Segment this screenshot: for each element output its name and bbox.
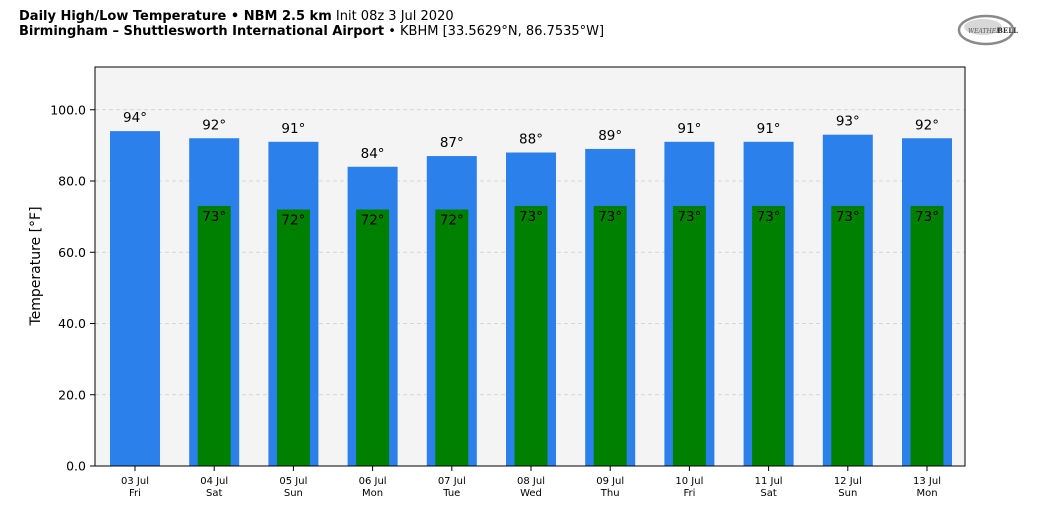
high-value-label: 91° bbox=[281, 121, 305, 137]
title-line-2: Birmingham – Shuttlesworth International… bbox=[19, 24, 604, 39]
low-bar bbox=[831, 205, 865, 466]
title-init-time: Init 08z 3 Jul 2020 bbox=[335, 9, 454, 24]
x-tick-label-day: Fri bbox=[129, 488, 141, 499]
y-tick-label: 20.0 bbox=[58, 387, 86, 402]
y-tick-label: 40.0 bbox=[58, 316, 86, 331]
x-tick-label-day: Sat bbox=[760, 488, 776, 499]
x-tick-label-date: 03 Jul bbox=[121, 476, 149, 487]
low-value-label: 73° bbox=[836, 209, 860, 225]
low-bar bbox=[276, 209, 310, 466]
low-value-label: 73° bbox=[202, 209, 226, 225]
x-tick-label-day: Wed bbox=[520, 488, 542, 499]
high-value-label: 87° bbox=[440, 135, 464, 151]
low-value-label: 73° bbox=[915, 209, 939, 225]
x-tick-label-date: 12 Jul bbox=[834, 476, 862, 487]
high-value-label: 92° bbox=[202, 117, 226, 133]
low-bar bbox=[752, 205, 786, 466]
plot-frame bbox=[94, 66, 966, 467]
x-tick-label-day: Sat bbox=[206, 488, 222, 499]
low-value-label: 72° bbox=[361, 213, 385, 229]
x-tick-label-date: 06 Jul bbox=[359, 476, 387, 487]
x-tick-label-day: Thu bbox=[600, 488, 620, 499]
high-value-label: 88° bbox=[519, 132, 543, 148]
low-value-label: 73° bbox=[677, 209, 701, 225]
x-tick-label-day: Mon bbox=[916, 488, 937, 499]
high-value-label: 93° bbox=[836, 114, 860, 130]
low-bar bbox=[514, 205, 548, 466]
x-tick-label-date: 07 Jul bbox=[438, 476, 466, 487]
high-value-label: 94° bbox=[123, 110, 147, 126]
x-tick-label-date: 13 Jul bbox=[913, 476, 941, 487]
x-tick-label-date: 09 Jul bbox=[596, 476, 624, 487]
logo-text-left: WEATHER bbox=[968, 28, 1001, 35]
chart-header: Daily High/Low Temperature • NBM 2.5 km … bbox=[19, 9, 604, 39]
bar-labels: 94° 92° 91° 84° 87° 88° 89° 91° 91° 93° 92° 73° 72° 7… bbox=[123, 110, 939, 228]
x-tick-label-date: 04 Jul bbox=[200, 476, 228, 487]
x-tick-label-date: 11 Jul bbox=[755, 476, 783, 487]
x-tick-label-date: 10 Jul bbox=[675, 476, 703, 487]
x-tick-label-day: Sun bbox=[838, 488, 857, 499]
x-tick-label-date: 08 Jul bbox=[517, 476, 545, 487]
high-value-label: 92° bbox=[915, 117, 939, 133]
low-value-label: 73° bbox=[598, 209, 622, 225]
low-value-label: 72° bbox=[440, 213, 464, 229]
x-tick-label-day: Tue bbox=[442, 488, 460, 499]
low-bar bbox=[356, 209, 390, 466]
y-tick-label: 60.0 bbox=[58, 245, 86, 260]
low-bars bbox=[197, 205, 944, 466]
x-tick-label-day: Mon bbox=[362, 488, 383, 499]
high-value-label: 84° bbox=[361, 146, 385, 162]
y-tick-label: 0.0 bbox=[66, 459, 86, 474]
low-value-label: 73° bbox=[519, 209, 543, 225]
title-model: Daily High/Low Temperature • NBM 2.5 km bbox=[19, 9, 332, 24]
y-axis: 0.0 20.0 40.0 60.0 80.0 100.0 bbox=[50, 102, 95, 474]
low-bar bbox=[910, 205, 944, 466]
high-value-label: 91° bbox=[677, 121, 701, 137]
y-tick-label: 100.0 bbox=[50, 102, 86, 117]
title-station-id: • KBHM [33.5629°N, 86.7535°W] bbox=[388, 24, 605, 39]
low-bar bbox=[197, 205, 231, 466]
x-tick-label-day: Sun bbox=[284, 488, 303, 499]
x-tick-label-day: Fri bbox=[683, 488, 695, 499]
y-axis-label: Temperature [°F] bbox=[28, 206, 44, 326]
low-value-label: 72° bbox=[281, 213, 305, 229]
low-bar bbox=[435, 209, 469, 466]
high-value-label: 89° bbox=[598, 128, 622, 144]
weatherbell-logo-icon: WEATHER BELL bbox=[957, 14, 1018, 46]
high-bar bbox=[110, 131, 160, 466]
low-bar bbox=[593, 205, 627, 466]
title-line-1: Daily High/Low Temperature • NBM 2.5 km … bbox=[19, 9, 604, 24]
logo-text-right: BELL bbox=[997, 26, 1018, 35]
x-tick-label-date: 05 Jul bbox=[279, 476, 307, 487]
low-bar bbox=[672, 205, 706, 466]
low-value-label: 73° bbox=[757, 209, 781, 225]
title-station: Birmingham – Shuttlesworth International… bbox=[19, 24, 385, 39]
y-tick-label: 80.0 bbox=[58, 174, 86, 189]
high-value-label: 91° bbox=[757, 121, 781, 137]
